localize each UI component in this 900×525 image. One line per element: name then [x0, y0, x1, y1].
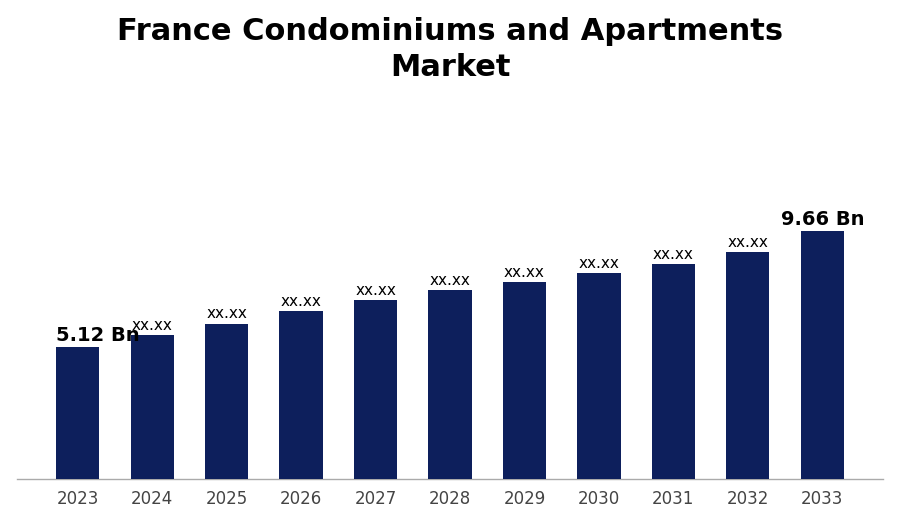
- Bar: [652, 264, 695, 479]
- Text: xx.xx: xx.xx: [504, 265, 544, 280]
- Bar: [130, 334, 174, 479]
- Text: xx.xx: xx.xx: [579, 256, 619, 271]
- Bar: [354, 300, 397, 479]
- Text: 5.12 Bn: 5.12 Bn: [56, 327, 140, 345]
- Bar: [577, 274, 620, 479]
- Bar: [428, 290, 472, 479]
- Bar: [56, 348, 99, 479]
- Bar: [280, 311, 323, 479]
- Text: xx.xx: xx.xx: [131, 318, 173, 332]
- Text: xx.xx: xx.xx: [653, 247, 694, 262]
- Text: xx.xx: xx.xx: [429, 273, 471, 288]
- Bar: [205, 323, 248, 479]
- Text: xx.xx: xx.xx: [356, 282, 396, 298]
- Title: France Condominiums and Apartments
Market: France Condominiums and Apartments Marke…: [117, 17, 783, 81]
- Text: xx.xx: xx.xx: [281, 295, 321, 309]
- Text: xx.xx: xx.xx: [727, 235, 769, 250]
- Bar: [503, 282, 546, 479]
- Text: xx.xx: xx.xx: [206, 307, 247, 321]
- Bar: [726, 253, 770, 479]
- Text: 9.66 Bn: 9.66 Bn: [780, 209, 864, 228]
- Bar: [801, 230, 844, 479]
